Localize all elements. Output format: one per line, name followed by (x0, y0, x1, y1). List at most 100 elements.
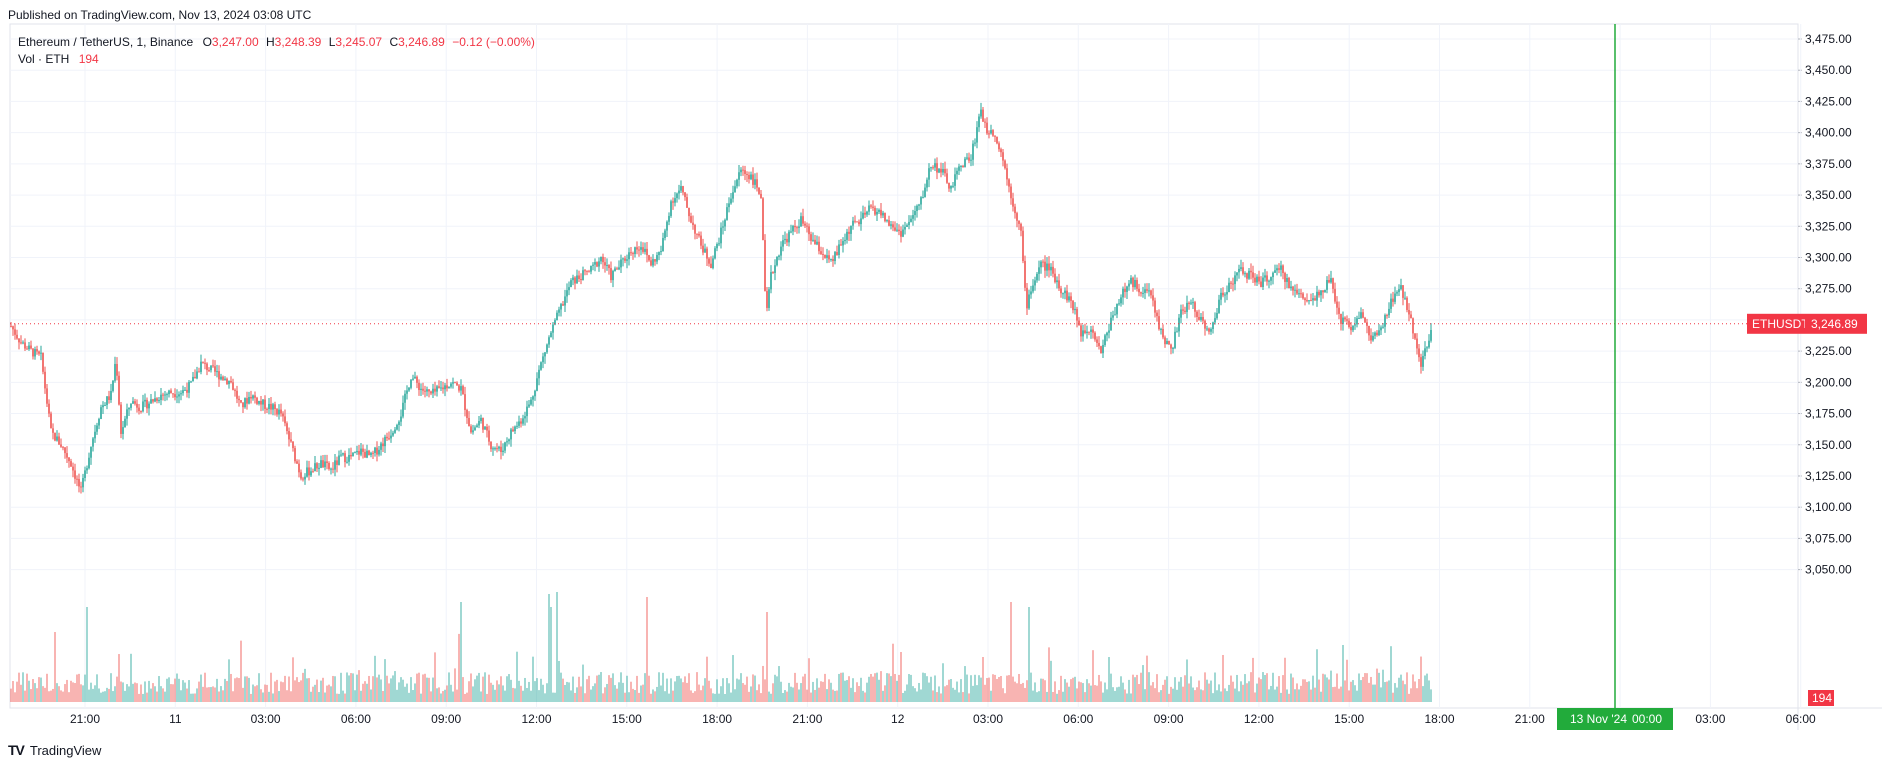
candle-body (1400, 285, 1402, 290)
volume-bar (434, 652, 436, 702)
candle-body (1118, 303, 1120, 305)
candle-body (1402, 285, 1404, 298)
candle-body (1196, 311, 1198, 317)
candle-body (248, 396, 250, 404)
volume-bar (172, 684, 174, 702)
volume-bar (1406, 672, 1408, 702)
volume-bar (568, 682, 570, 702)
candle-body (812, 239, 814, 241)
volume-bar (58, 686, 60, 702)
candle-body (1228, 282, 1230, 293)
volume-bar (864, 692, 866, 702)
volume-bar (718, 693, 720, 702)
candle-body (394, 429, 396, 433)
volume-bar (830, 682, 832, 702)
candle-body (1102, 345, 1104, 354)
volume-bar (40, 677, 42, 702)
candle-body (626, 259, 628, 261)
candle-body (1090, 329, 1092, 332)
candle-body (80, 486, 82, 488)
volume-bar (1378, 672, 1380, 702)
candle-body (1298, 293, 1300, 295)
legend-volume-value: 194 (78, 52, 99, 66)
candle-body (1256, 276, 1258, 283)
candle-body (242, 402, 244, 408)
candle-body (1342, 317, 1344, 324)
tradingview-logo-icon[interactable]: TV (8, 742, 25, 758)
candle-body (234, 389, 236, 391)
volume-bar (1416, 688, 1418, 702)
candle-body (970, 159, 972, 161)
candle-body (1284, 273, 1286, 282)
candle-body (160, 394, 162, 401)
volume-bar (974, 674, 976, 702)
candle-body (1248, 270, 1250, 279)
volume-bar (594, 683, 596, 702)
volume-bar (558, 660, 560, 702)
candle-body (400, 416, 402, 422)
volume-bar (562, 678, 564, 702)
volume-bar (760, 693, 762, 702)
volume-bar (1002, 688, 1004, 702)
volume-bar (326, 685, 328, 702)
x-tick-label: 09:00 (431, 712, 461, 726)
candle-body (182, 390, 184, 394)
candle-body (552, 324, 554, 333)
volume-bar (652, 689, 654, 702)
volume-bar (1420, 656, 1422, 702)
candle-body (1270, 277, 1272, 281)
legend-volume-label[interactable]: Vol · ETH (18, 52, 70, 66)
volume-bar (662, 672, 664, 702)
candle-body (474, 427, 476, 431)
candle-body (562, 304, 564, 306)
volume-bar (184, 682, 186, 702)
volume-bar (554, 692, 556, 702)
y-tick-label: 3,350.00 (1805, 188, 1852, 202)
volume-bar (258, 673, 260, 702)
candle-body (408, 387, 410, 391)
candle-body (796, 227, 798, 229)
volume-bar (936, 692, 938, 702)
candle-body (788, 231, 790, 243)
candle-body (342, 453, 344, 455)
volume-bar (20, 684, 22, 702)
candle-body (592, 264, 594, 266)
candle-body (774, 265, 776, 273)
candle-body (1164, 337, 1166, 345)
volume-bar (392, 675, 394, 702)
candle-body (670, 201, 672, 216)
candle-body (1302, 293, 1304, 299)
volume-bar (398, 682, 400, 702)
volume-bar (34, 683, 36, 702)
candle-body (916, 205, 918, 212)
candle-body (1252, 272, 1254, 278)
candle-body (732, 192, 734, 199)
candle-body (1122, 288, 1124, 298)
candle-body (740, 169, 742, 173)
volume-bar (272, 693, 274, 702)
candle-body (580, 279, 582, 281)
candle-body (1000, 149, 1002, 153)
candle-body (878, 209, 880, 212)
volume-bar (492, 684, 494, 702)
candle-body (548, 337, 550, 345)
price-tag-box[interactable] (1805, 313, 1867, 334)
volume-bar (14, 692, 16, 702)
candle-body (910, 218, 912, 222)
candle-body (244, 398, 246, 408)
footer-brand[interactable]: TradingView (29, 742, 102, 758)
volume-bar (362, 683, 364, 702)
volume-bar (700, 690, 702, 702)
volume-bar (262, 692, 264, 702)
volume-bar (1058, 690, 1060, 702)
candle-body (1308, 300, 1310, 302)
candle-body (88, 457, 90, 469)
candle-body (322, 460, 324, 468)
volume-bar (812, 681, 814, 702)
legend-symbol[interactable]: Ethereum / TetherUS, 1, Binance (18, 35, 194, 49)
volume-bar (436, 688, 438, 702)
volume-bar (1264, 674, 1266, 702)
candle-body (1406, 297, 1408, 310)
